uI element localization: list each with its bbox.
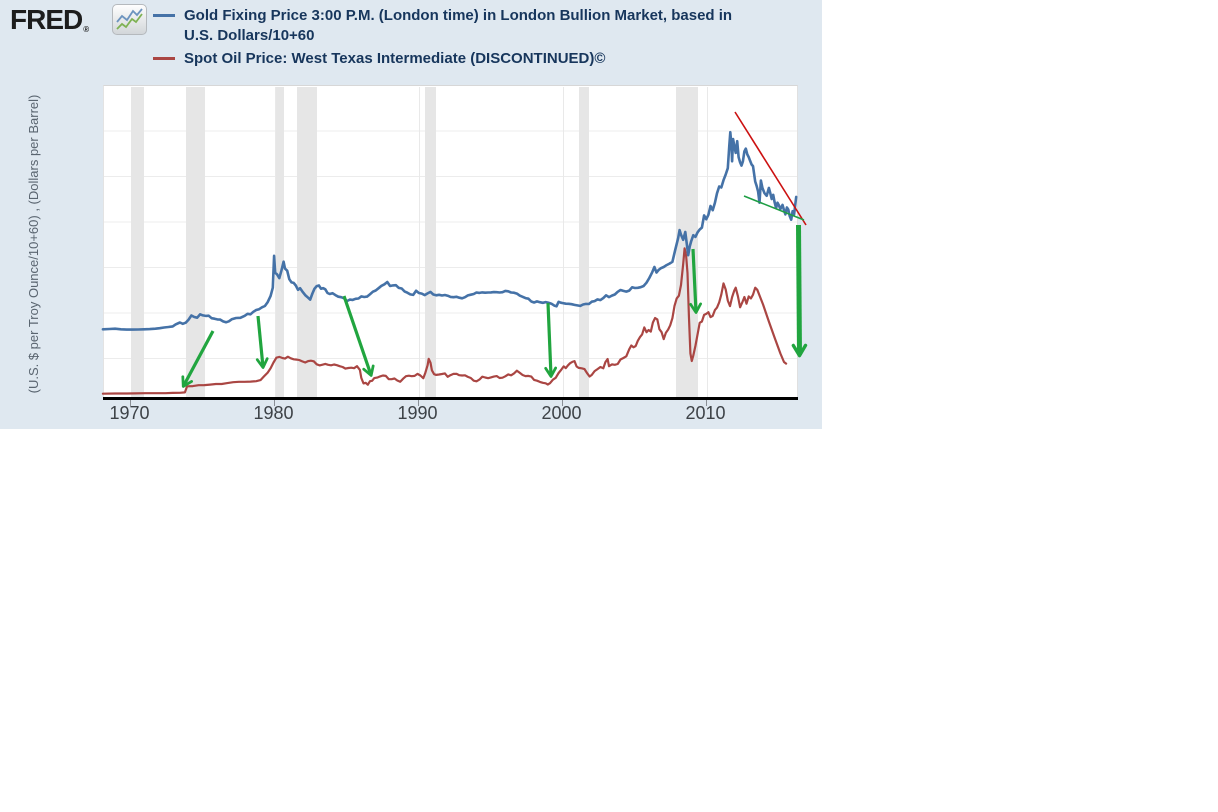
x-gridline	[706, 87, 708, 397]
recession-band	[579, 87, 590, 397]
fred-logo-text: FRED	[10, 4, 83, 35]
x-tick-mark	[705, 400, 707, 406]
gold-series-label-line1: Gold Fixing Price 3:00 P.M. (London time…	[184, 7, 733, 24]
oil-series-label: Spot Oil Price: West Texas Intermediate …	[184, 49, 605, 69]
recession-band	[185, 87, 206, 397]
legend: Gold Fixing Price 3:00 P.M. (London time…	[153, 6, 813, 69]
plot-area	[103, 85, 798, 397]
x-tick-label: 1980	[253, 403, 294, 423]
legend-item-gold: Gold Fixing Price 3:00 P.M. (London time…	[153, 6, 813, 46]
fred-chart-icon	[112, 4, 147, 35]
x-axis-line	[103, 397, 798, 400]
oil-series-dash	[153, 57, 175, 60]
registered-mark: ®	[83, 25, 90, 34]
oil-series-label-line1: Spot Oil Price: West Texas Intermediate …	[184, 50, 606, 67]
x-tick-mark	[129, 400, 131, 406]
y-axis-label: (U.S. $ per Troy Ounce/10+60) , (Dollars…	[26, 94, 41, 394]
sparkline-icon	[116, 8, 143, 30]
gold-series-label: Gold Fixing Price 3:00 P.M. (London time…	[184, 6, 732, 46]
chart: FRED® Gold Fixing Price 3:00 P.M. (Londo…	[0, 0, 822, 429]
gold-series-label-line2: U.S. Dollars/10+60	[184, 27, 315, 44]
x-tick-label: 2000	[541, 403, 582, 423]
legend-item-oil: Spot Oil Price: West Texas Intermediate …	[153, 49, 813, 69]
x-gridline	[418, 87, 420, 397]
x-tick-mark	[561, 400, 563, 406]
x-tick-label: 1970	[109, 403, 150, 423]
x-tick-mark	[417, 400, 419, 406]
recession-band	[130, 87, 145, 397]
recession-band	[675, 87, 698, 397]
x-gridline	[562, 87, 564, 397]
x-tick-mark	[273, 400, 275, 406]
recession-band	[296, 87, 317, 397]
annotation-arrow-6	[791, 224, 808, 358]
gold-series-dash	[153, 14, 175, 17]
x-tick-label: 1990	[397, 403, 438, 423]
x-tick-label: 2010	[685, 403, 726, 423]
recession-band	[424, 87, 436, 397]
recession-band	[275, 87, 284, 397]
fred-logo[interactable]: FRED®	[10, 4, 90, 36]
